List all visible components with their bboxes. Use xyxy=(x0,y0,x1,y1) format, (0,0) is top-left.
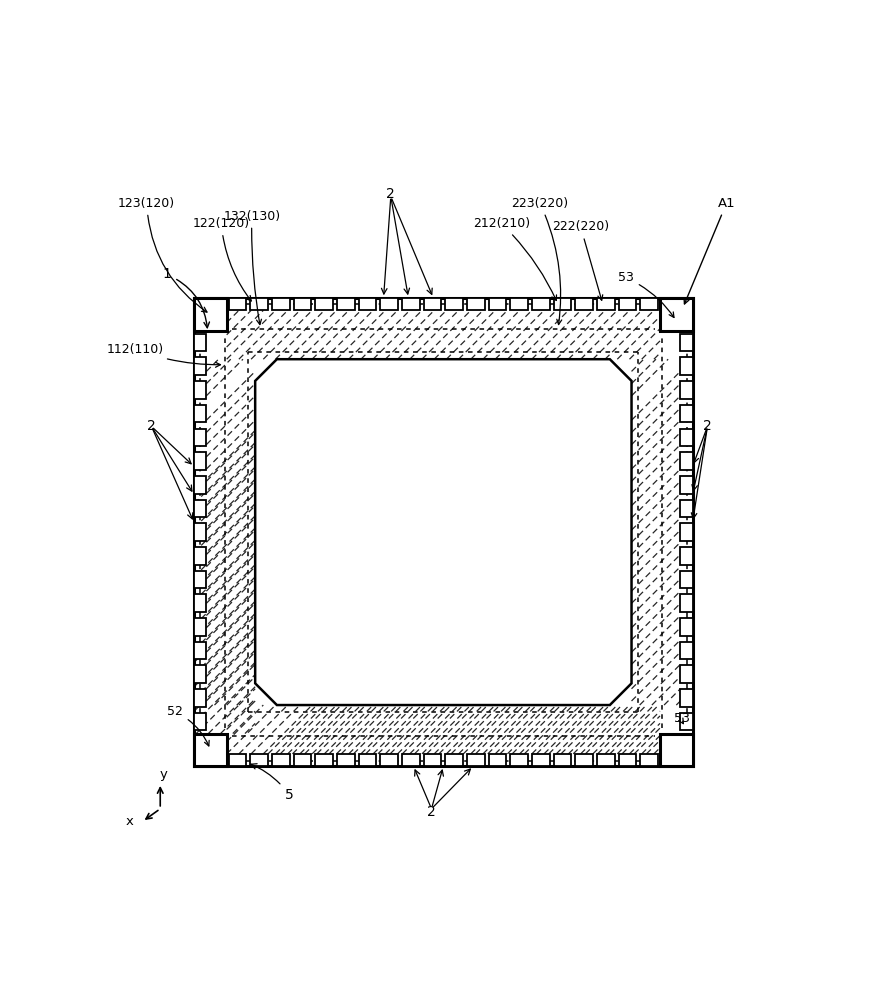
Bar xyxy=(337,754,354,766)
Bar xyxy=(681,713,693,730)
Text: 1: 1 xyxy=(163,267,209,328)
Bar xyxy=(424,754,441,766)
Bar xyxy=(681,665,693,683)
Bar xyxy=(194,500,206,517)
Text: 212(210): 212(210) xyxy=(473,217,556,300)
Text: 2: 2 xyxy=(427,805,436,819)
Bar xyxy=(532,754,550,766)
Bar xyxy=(194,452,206,470)
Bar xyxy=(681,429,693,446)
Bar xyxy=(597,754,614,766)
Bar xyxy=(660,734,693,766)
Text: 53: 53 xyxy=(618,271,674,317)
Bar xyxy=(359,298,376,310)
Bar xyxy=(510,754,528,766)
Bar xyxy=(424,298,441,310)
Bar xyxy=(194,547,206,565)
Bar xyxy=(467,754,485,766)
Bar xyxy=(510,298,528,310)
Bar xyxy=(194,357,206,375)
Bar xyxy=(194,523,206,541)
Bar xyxy=(194,334,206,351)
Bar xyxy=(681,405,693,422)
Bar xyxy=(194,405,206,422)
Bar xyxy=(194,571,206,588)
Bar xyxy=(194,618,206,636)
Bar xyxy=(272,298,290,310)
Bar xyxy=(681,689,693,707)
Bar xyxy=(681,547,693,565)
Bar xyxy=(402,754,420,766)
Bar xyxy=(194,665,206,683)
Bar xyxy=(681,642,693,659)
Text: 122(120): 122(120) xyxy=(192,217,251,301)
Bar xyxy=(640,298,658,310)
Bar xyxy=(681,571,693,588)
Bar xyxy=(489,298,507,310)
Bar xyxy=(681,334,693,351)
Bar xyxy=(681,500,693,517)
Bar xyxy=(272,754,290,766)
Text: 222(220): 222(220) xyxy=(552,220,609,300)
Bar xyxy=(402,298,420,310)
Bar xyxy=(194,734,227,766)
Text: 2: 2 xyxy=(147,419,156,433)
Bar xyxy=(250,298,268,310)
Bar xyxy=(294,298,311,310)
Text: 52: 52 xyxy=(167,705,209,746)
Bar xyxy=(576,298,593,310)
Bar xyxy=(445,754,463,766)
Bar xyxy=(681,381,693,399)
Bar xyxy=(359,754,376,766)
Bar xyxy=(250,754,268,766)
Bar xyxy=(489,754,507,766)
Bar xyxy=(681,594,693,612)
Bar xyxy=(194,642,206,659)
Bar xyxy=(532,298,550,310)
Text: 123(120): 123(120) xyxy=(118,197,207,312)
Text: x: x xyxy=(126,815,134,828)
Bar xyxy=(194,298,227,331)
Bar xyxy=(554,754,571,766)
Bar xyxy=(640,754,658,766)
Bar xyxy=(681,452,693,470)
Bar xyxy=(467,298,485,310)
Bar xyxy=(194,713,206,730)
Bar xyxy=(194,429,206,446)
Bar xyxy=(294,754,311,766)
Text: 53: 53 xyxy=(675,712,690,725)
Bar xyxy=(381,754,398,766)
Bar xyxy=(315,754,333,766)
Bar xyxy=(576,754,593,766)
Bar xyxy=(315,298,333,310)
Bar xyxy=(597,298,614,310)
Bar xyxy=(619,298,636,310)
Text: 2: 2 xyxy=(387,187,396,201)
Bar xyxy=(194,689,206,707)
Bar xyxy=(381,298,398,310)
Bar xyxy=(660,298,693,331)
Text: 2: 2 xyxy=(704,419,712,433)
Bar xyxy=(681,357,693,375)
Bar xyxy=(194,381,206,399)
Bar xyxy=(681,523,693,541)
Text: y: y xyxy=(160,768,168,781)
Bar xyxy=(228,754,247,766)
Bar xyxy=(681,476,693,494)
Bar xyxy=(194,594,206,612)
Bar xyxy=(194,298,693,766)
Text: 5: 5 xyxy=(251,764,293,802)
Bar xyxy=(228,298,247,310)
Bar xyxy=(445,298,463,310)
Text: A1: A1 xyxy=(684,197,735,304)
Bar xyxy=(337,298,354,310)
Bar xyxy=(681,618,693,636)
Text: 132(130): 132(130) xyxy=(223,210,280,325)
Bar xyxy=(194,476,206,494)
Bar xyxy=(554,298,571,310)
Text: 112(110): 112(110) xyxy=(107,343,220,367)
Bar xyxy=(619,754,636,766)
Text: 223(220): 223(220) xyxy=(511,197,569,325)
